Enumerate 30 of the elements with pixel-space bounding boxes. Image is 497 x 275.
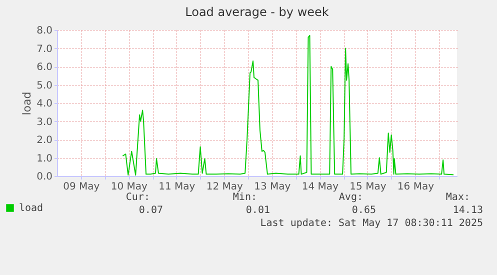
x-tick-label: 11 May (158, 182, 196, 192)
text: 0.07 (138, 205, 163, 216)
y-tick-label: 3.0 (36, 116, 52, 128)
x-tick-label: 14 May (302, 182, 339, 192)
y-tick-label: 7.0 (36, 44, 52, 55)
y-tick-label: 6.0 (36, 62, 52, 73)
y-axis-title: load (20, 92, 34, 116)
text: 0.65 (352, 205, 376, 216)
x-tick-label: 09 May (63, 182, 100, 192)
x-tick-label: 15 May (350, 182, 386, 192)
legend-label: load (19, 203, 44, 214)
y-tick-label: 8.0 (36, 26, 52, 36)
text: 0.01 (246, 205, 270, 216)
text: Avg: (338, 192, 363, 203)
text: Min: (232, 192, 257, 203)
x-tick-label: 13 May (254, 182, 291, 192)
text: Max: (446, 192, 470, 203)
x-tick-label: 12 May (206, 182, 244, 192)
x-tick-label: 10 May (110, 182, 148, 192)
y-tick-label: 1.0 (36, 153, 52, 164)
text: Cur: (126, 192, 150, 203)
text: 14.13 (452, 205, 483, 216)
y-tick-label: 0.0 (36, 172, 52, 182)
y-tick-label: 2.0 (36, 135, 52, 146)
chart-title: Load average - by week (185, 5, 329, 19)
line-series (122, 34, 454, 176)
y-tick-label: 5.0 (36, 80, 52, 92)
text: Last update: Sat May 17 08:30:11 2025 (260, 218, 483, 229)
y-tick-label: 4.0 (36, 98, 52, 110)
x-tick-label: 16 May (397, 182, 434, 192)
